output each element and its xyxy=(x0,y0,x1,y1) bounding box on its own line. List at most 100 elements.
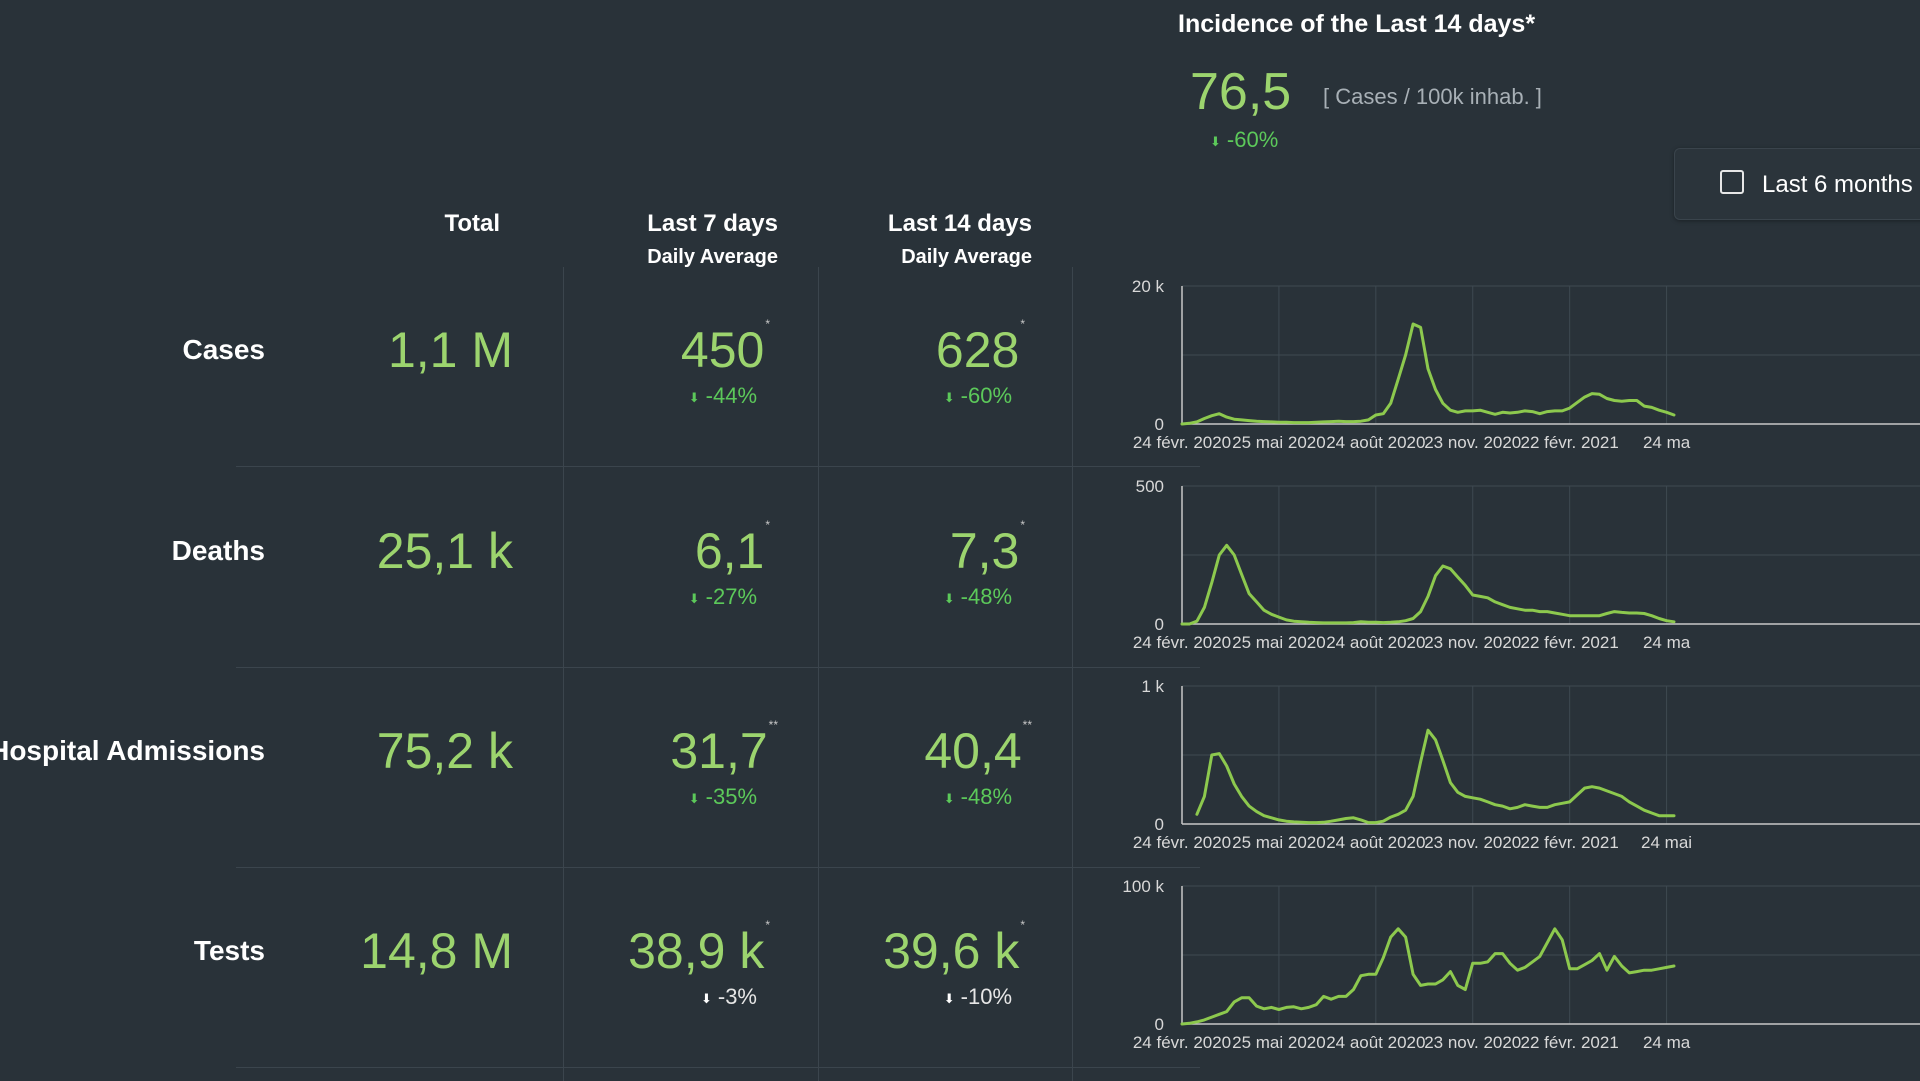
chart-x-tick-label: 25 mai 2020 xyxy=(1232,1033,1326,1052)
chart-series-line[interactable] xyxy=(1195,728,1676,825)
chart-y-tick-label: 0 xyxy=(1155,1015,1164,1034)
chart-series-line[interactable] xyxy=(1180,322,1676,426)
chart-x-tick-label: 22 févr. 2021 xyxy=(1521,633,1619,652)
deaths-change-14-value: -48% xyxy=(960,584,1012,609)
chart-y-tick-label: 1 k xyxy=(1141,677,1164,696)
hospital-admissions-avg-14-footnote: ** xyxy=(1022,718,1032,732)
column-subheader-last-14-days: Daily Average xyxy=(901,246,1032,268)
cases-avg-14-value: 628 xyxy=(935,322,1020,378)
chart-x-tick-label: 24 ma xyxy=(1643,1033,1691,1052)
deaths-avg-7-value: 6,1 xyxy=(694,523,765,579)
chart-x-tick-label: 24 août 2020 xyxy=(1326,833,1425,852)
row-label-tests: Tests xyxy=(193,935,265,966)
tests-avg-7-value: 38,9 k xyxy=(628,923,765,979)
cases-avg-7-footnote: * xyxy=(765,317,770,331)
cases-change-7: ⬇ -44% xyxy=(689,383,757,409)
tests-change-14: ⬇ -10% xyxy=(944,984,1012,1010)
hospital-admissions-change-7-value: -35% xyxy=(705,784,757,809)
incidence-change-value: -60% xyxy=(1226,127,1279,152)
tests-chart[interactable]: 0 100 k 24 févr. 2020 25 mai 2020 24 août 20… xyxy=(1120,870,1920,1060)
chart-x-tick-label: 24 août 2020 xyxy=(1326,433,1425,452)
chart-x-tick-label: 22 févr. 2021 xyxy=(1521,833,1619,852)
chart-x-tick-label: 23 nov. 2020 xyxy=(1424,1033,1521,1052)
deaths-avg-7: 6,1* xyxy=(694,518,770,580)
last-6-months-label[interactable]: Last 6 months xyxy=(1762,171,1913,198)
chart-x-tick-label: 25 mai 2020 xyxy=(1232,633,1326,652)
row-divider xyxy=(236,466,1200,467)
down-arrow-icon: ⬇ xyxy=(688,791,700,806)
deaths-avg-14-footnote: * xyxy=(1020,518,1025,532)
chart-x-tick-label: 24 févr. 2020 xyxy=(1133,433,1231,452)
cases-avg-7: 450* xyxy=(681,317,770,379)
chart-x-tick-label: 24 mai xyxy=(1641,833,1692,852)
chart-x-tick-label: 24 févr. 2020 xyxy=(1133,1033,1231,1052)
chart-y-tick-label: 500 xyxy=(1136,477,1164,496)
hospital-admissions-chart[interactable]: 0 1 k 24 févr. 2020 25 mai 2020 24 août 2020… xyxy=(1120,670,1920,860)
chart-y-tick-label: 100 k xyxy=(1122,877,1164,896)
hospital-admissions-total: 75,2 k xyxy=(376,723,513,779)
column-divider xyxy=(1072,267,1073,1081)
chart-x-tick-label: 25 mai 2020 xyxy=(1232,833,1326,852)
down-arrow-icon: ⬇ xyxy=(943,791,955,806)
tests-avg-14-footnote: * xyxy=(1020,918,1025,932)
tests-avg-14: 39,6 k* xyxy=(883,918,1025,980)
down-arrow-icon: ⬇ xyxy=(688,591,700,606)
chart-x-tick-label: 24 ma xyxy=(1643,633,1691,652)
cases-total: 1,1 M xyxy=(387,322,513,378)
deaths-avg-14-value: 7,3 xyxy=(949,523,1020,579)
chart-y-tick-label: 0 xyxy=(1155,415,1164,434)
incidence-value: 76,5 xyxy=(1190,63,1292,121)
tests-avg-14-value: 39,6 k xyxy=(883,923,1020,979)
chart-x-tick-label: 24 ma xyxy=(1643,433,1691,452)
hospital-admissions-avg-7-footnote: ** xyxy=(768,718,778,732)
last-6-months-toggle-panel[interactable] xyxy=(1674,148,1920,220)
down-arrow-icon: ⬇ xyxy=(943,991,955,1006)
last-6-months-checkbox[interactable] xyxy=(1720,170,1744,194)
chart-x-tick-label: 23 nov. 2020 xyxy=(1424,633,1521,652)
down-arrow-icon: ⬇ xyxy=(943,591,955,606)
chart-series-line[interactable] xyxy=(1180,927,1676,1026)
row-divider xyxy=(236,867,1200,868)
tests-avg-7-footnote: * xyxy=(765,918,770,932)
cases-change-7-value: -44% xyxy=(705,383,757,408)
deaths-change-14: ⬇ -48% xyxy=(944,584,1012,610)
chart-x-tick-label: 24 févr. 2020 xyxy=(1133,633,1231,652)
column-subheader-last-7-days: Daily Average xyxy=(647,246,778,268)
tests-change-7: ⬇ -3% xyxy=(701,984,757,1010)
incidence-change: ⬇ -60% xyxy=(1210,127,1278,153)
deaths-avg-14: 7,3* xyxy=(949,518,1025,580)
cases-change-14-value: -60% xyxy=(960,383,1012,408)
chart-y-tick-label: 0 xyxy=(1155,815,1164,834)
column-header-last-7-days: Last 7 days xyxy=(647,210,778,237)
hospital-admissions-avg-14: 40,4** xyxy=(924,718,1032,780)
hospital-admissions-avg-7: 31,7** xyxy=(670,718,778,780)
tests-total: 14,8 M xyxy=(360,923,513,979)
tests-change-7-value: -3% xyxy=(717,984,757,1009)
incidence-unit: [ Cases / 100k inhab. ] xyxy=(1323,84,1542,109)
chart-x-tick-label: 25 mai 2020 xyxy=(1232,433,1326,452)
hospital-admissions-avg-14-value: 40,4 xyxy=(924,723,1022,779)
hospital-admissions-change-14: ⬇ -48% xyxy=(944,784,1012,810)
chart-y-tick-label: 0 xyxy=(1155,615,1164,634)
deaths-total: 25,1 k xyxy=(376,523,513,579)
chart-x-tick-label: 23 nov. 2020 xyxy=(1424,833,1521,852)
deaths-chart[interactable]: 0 500 24 févr. 2020 25 mai 2020 24 août 2020… xyxy=(1120,470,1920,660)
deaths-change-7: ⬇ -27% xyxy=(689,584,757,610)
row-label-deaths: Deaths xyxy=(171,535,265,566)
column-divider xyxy=(818,267,819,1081)
row-divider xyxy=(236,667,1200,668)
cases-chart[interactable]: 0 20 k 24 févr. 2020 25 mai 2020 24 août 202… xyxy=(1120,270,1920,460)
tests-avg-7: 38,9 k* xyxy=(628,918,770,980)
down-arrow-icon: ⬇ xyxy=(688,390,700,405)
column-header-last-14-days: Last 14 days xyxy=(887,210,1032,237)
incidence-title: Incidence of the Last 14 days* xyxy=(1178,10,1536,38)
down-arrow-icon: ⬇ xyxy=(700,991,712,1006)
chart-x-tick-label: 22 févr. 2021 xyxy=(1521,433,1619,452)
row-label-cases: Cases xyxy=(182,334,265,365)
hospital-admissions-change-14-value: -48% xyxy=(960,784,1012,809)
chart-series-line[interactable] xyxy=(1180,543,1676,626)
chart-x-tick-label: 24 févr. 2020 xyxy=(1133,833,1231,852)
cases-change-14: ⬇ -60% xyxy=(944,383,1012,409)
chart-x-tick-label: 23 nov. 2020 xyxy=(1424,433,1521,452)
hospital-admissions-change-7: ⬇ -35% xyxy=(689,784,757,810)
